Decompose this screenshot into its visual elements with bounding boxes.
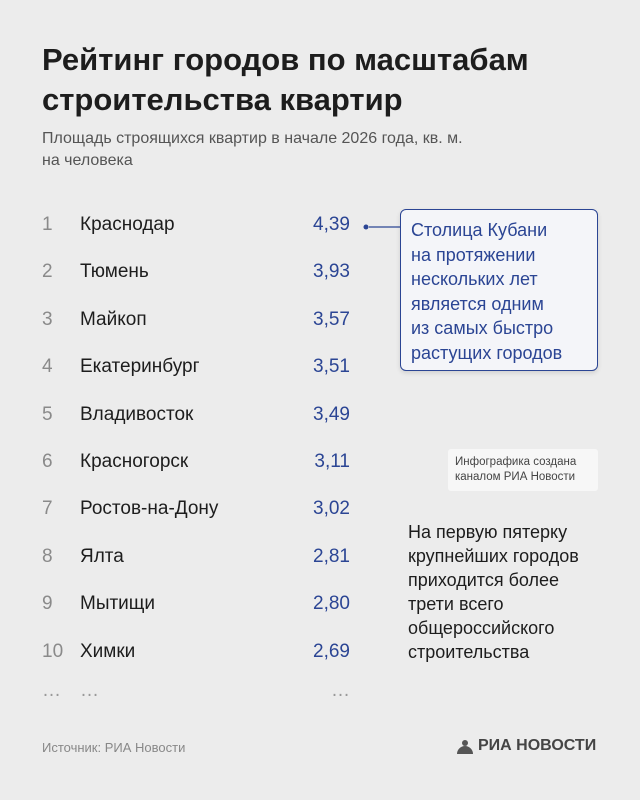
- city: Мытищи: [80, 593, 156, 615]
- city: Майкоп: [80, 308, 147, 330]
- city: Ялта: [80, 545, 124, 567]
- value: 3,93: [313, 261, 350, 283]
- summary-line: На первую пятерку: [408, 522, 568, 542]
- summary: На первую пятерку крупнейших городов прихо…: [408, 520, 579, 664]
- value: 3,51: [313, 356, 350, 378]
- rank: 4: [42, 356, 53, 378]
- note-line: Инфографика создана: [455, 456, 577, 468]
- value: 2,69: [313, 640, 350, 662]
- logo-icon: [457, 740, 473, 754]
- rank: 6: [42, 451, 53, 472]
- connector: [363, 224, 402, 230]
- rank: 5: [42, 403, 53, 425]
- rank: 2: [42, 261, 53, 283]
- value: 2,81: [313, 545, 350, 567]
- city: Тюмень: [80, 261, 149, 283]
- rank: 8: [42, 545, 53, 567]
- callout-line: растущих городов: [411, 342, 563, 363]
- summary-line: приходится более: [408, 570, 560, 590]
- summary-line: строительства: [408, 642, 530, 662]
- city: Краснодар: [80, 214, 175, 235]
- value: 2,80: [313, 593, 350, 615]
- summary-line: общероссийского: [408, 618, 555, 638]
- city: Ростов-на-Дону: [80, 498, 219, 520]
- summary-line: крупнейших городов: [408, 546, 579, 566]
- value: 3,11: [314, 451, 350, 472]
- callout-line: на протяжении: [411, 244, 536, 265]
- title-line: Рейтинг городов по масштабам: [42, 42, 529, 77]
- ellipsis: …: [80, 680, 99, 701]
- rank: 3: [42, 308, 53, 330]
- city: Химки: [80, 640, 136, 662]
- callout: Столица Кубани на протяжении нескольких ле…: [400, 209, 598, 371]
- rank: 9: [42, 593, 53, 615]
- ellipsis: …: [331, 680, 350, 701]
- city: Красногорск: [80, 451, 189, 472]
- note: Инфографика создана каналом РИА Новости: [448, 449, 598, 491]
- city: Екатеринбург: [80, 356, 200, 378]
- title-line: строительства квартир: [42, 82, 403, 117]
- logo: РИА НОВОСТИ: [478, 737, 597, 754]
- subtitle-line: Площадь строящихся квартир в начале 2026…: [42, 130, 463, 147]
- rank: 10: [42, 640, 64, 662]
- note-line: каналом РИА Новости: [455, 471, 576, 483]
- subtitle-line: на человека: [42, 152, 133, 169]
- subtitle: Площадь строящихся квартир в начале 2026…: [42, 128, 463, 172]
- callout-line: Столица Кубани: [411, 220, 548, 240]
- source: Источник: РИА Новости: [42, 740, 186, 755]
- value: 3,49: [313, 403, 350, 425]
- value: 3,02: [313, 498, 350, 520]
- value: 4,39: [313, 214, 350, 235]
- summary-line: трети всего: [408, 594, 504, 614]
- value: 3,57: [313, 308, 350, 330]
- ellipsis: …: [42, 680, 61, 701]
- city: Владивосток: [80, 403, 194, 425]
- callout-line: является одним: [411, 293, 544, 314]
- callout-line: из самых быстро: [411, 318, 554, 338]
- rank: 1: [42, 214, 53, 235]
- rank: 7: [42, 498, 53, 520]
- callout-line: нескольких лет: [411, 269, 538, 289]
- title: Рейтинг городов по масштабам строительств…: [42, 40, 529, 120]
